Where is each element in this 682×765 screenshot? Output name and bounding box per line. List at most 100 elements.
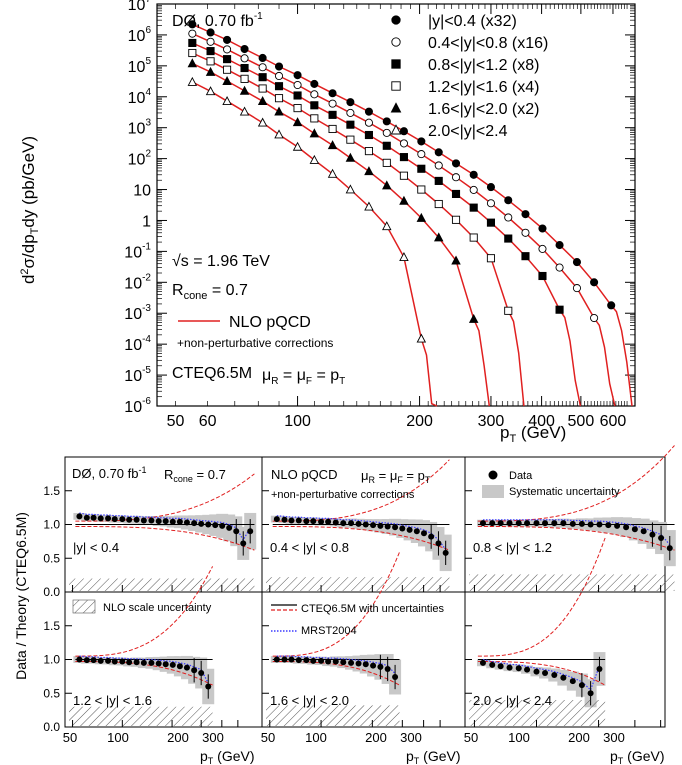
data-point bbox=[364, 107, 373, 116]
ratio-data-point bbox=[614, 522, 621, 529]
ratio-data-point bbox=[176, 518, 183, 525]
ratio-x-tick-label: 100 bbox=[107, 730, 129, 745]
ratio-panel: 0.8 < |y| < 1.2 bbox=[464, 445, 676, 593]
data-point bbox=[309, 128, 320, 138]
mrst-curve bbox=[482, 658, 601, 691]
ratio-data-point bbox=[640, 528, 647, 535]
data-point bbox=[364, 166, 374, 176]
ratio-data-point bbox=[578, 682, 585, 689]
ratio-data-point bbox=[281, 516, 288, 523]
ratio-data-point bbox=[631, 526, 638, 533]
ratio-data-point bbox=[406, 526, 413, 533]
ratio-data-point bbox=[362, 521, 369, 528]
data-point bbox=[538, 244, 547, 253]
ratio-data-point bbox=[140, 659, 147, 666]
data-point bbox=[346, 135, 355, 144]
ratio-data-point bbox=[399, 525, 406, 532]
data-point bbox=[258, 73, 267, 82]
data-point bbox=[364, 130, 373, 140]
ratio-data-point bbox=[666, 545, 673, 552]
ratio-y-tick-labels: 0.0 0.5 1.0 1.5 0.0 0.5 1.0 1.5 bbox=[43, 484, 60, 734]
data-point bbox=[486, 199, 496, 208]
ratio-data-point bbox=[111, 516, 118, 523]
legend-data-marker bbox=[488, 470, 498, 480]
top-sqrt-s-label: √s = 1.96 TeV bbox=[172, 253, 270, 270]
data-point bbox=[240, 44, 249, 54]
data-point bbox=[274, 106, 284, 116]
top-y-tick-label: 107 bbox=[128, 0, 152, 14]
data-point bbox=[364, 118, 373, 127]
ratio-data-point bbox=[355, 520, 362, 527]
data-point bbox=[468, 313, 479, 323]
top-data-points bbox=[187, 20, 616, 343]
ratio-data-point bbox=[191, 667, 198, 674]
data-point bbox=[391, 15, 401, 25]
ratio-y-tick-label: 1.0 bbox=[43, 653, 60, 667]
data-point bbox=[327, 140, 338, 150]
ratio-rcone-label: Rcone = 0.7 bbox=[164, 467, 226, 484]
data-point bbox=[293, 71, 302, 80]
top-x-tick-label: 300 bbox=[478, 413, 505, 430]
data-point bbox=[451, 255, 461, 265]
legend-cteq-label: CTEQ6.5M with uncertainties bbox=[301, 603, 445, 615]
ratio-data-point bbox=[384, 665, 391, 672]
data-point bbox=[469, 233, 478, 242]
ratio-data-point bbox=[560, 674, 567, 681]
ratio-data-point bbox=[140, 517, 147, 524]
data-point bbox=[257, 96, 268, 106]
data-point bbox=[346, 108, 355, 117]
data-point bbox=[590, 313, 599, 323]
data-point bbox=[310, 101, 319, 110]
data-point bbox=[486, 254, 496, 263]
data-point bbox=[399, 252, 409, 262]
top-y-tick-label: 10-2 bbox=[124, 272, 151, 292]
data-point bbox=[206, 28, 215, 37]
data-point bbox=[257, 117, 268, 127]
ratio-data-point bbox=[515, 520, 522, 527]
data-point bbox=[590, 278, 599, 287]
ratio-data-point bbox=[273, 656, 280, 663]
data-point bbox=[274, 71, 284, 81]
data-point bbox=[521, 210, 530, 219]
ratio-nonpert-label: +non-perturbative corrections bbox=[271, 489, 415, 501]
region-label: 0.8 < |y| < 1.2 bbox=[473, 540, 552, 555]
data-point bbox=[239, 106, 250, 116]
top-legend-entry: 1.6<|y|<2.0 (x2) bbox=[428, 101, 539, 118]
data-point bbox=[240, 63, 249, 73]
ratio-data-point bbox=[569, 678, 576, 685]
data-point bbox=[433, 232, 444, 242]
data-point bbox=[555, 305, 564, 314]
data-point bbox=[346, 120, 355, 129]
data-point bbox=[572, 284, 582, 293]
top-axes-ticks bbox=[157, 3, 635, 407]
ratio-data-point bbox=[497, 520, 504, 527]
ratio-data-point bbox=[162, 661, 169, 668]
data-point bbox=[206, 47, 215, 56]
ratio-data-point bbox=[428, 533, 435, 540]
data-point bbox=[187, 76, 198, 86]
data-point bbox=[504, 196, 513, 205]
data-point bbox=[451, 215, 461, 224]
ratio-data-point bbox=[392, 674, 399, 681]
ratio-panels: Data / Theory (CTEQ6.5M) |y| < 0.4 0.4 < … bbox=[13, 445, 676, 765]
ratio-data-point bbox=[90, 514, 97, 521]
ratio-data-point bbox=[198, 670, 205, 676]
data-point bbox=[469, 185, 478, 194]
ratio-data-point bbox=[332, 519, 339, 526]
top-x-tick-label: 600 bbox=[600, 413, 627, 430]
data-point bbox=[345, 184, 356, 194]
ratio-data-point bbox=[542, 670, 549, 676]
ratio-data-point bbox=[247, 528, 254, 535]
ratio-data-point bbox=[340, 520, 347, 527]
ratio-data-point bbox=[162, 518, 169, 525]
legend-syst-label: Systematic uncertainty bbox=[509, 486, 620, 498]
region-label: 2.0 < |y| < 2.4 bbox=[473, 693, 552, 708]
ratio-y-tick-label: 1.5 bbox=[43, 484, 60, 498]
ratio-experiment-label: DØ, 0.70 fb-1 bbox=[72, 465, 147, 481]
top-y-tick-label: 104 bbox=[128, 87, 152, 107]
top-x-axis-label: pT (GeV) bbox=[500, 423, 566, 445]
mrst-curve bbox=[276, 655, 396, 675]
ratio-data-point bbox=[649, 531, 656, 538]
data-point bbox=[521, 228, 530, 237]
ratio-data-point bbox=[281, 656, 288, 663]
